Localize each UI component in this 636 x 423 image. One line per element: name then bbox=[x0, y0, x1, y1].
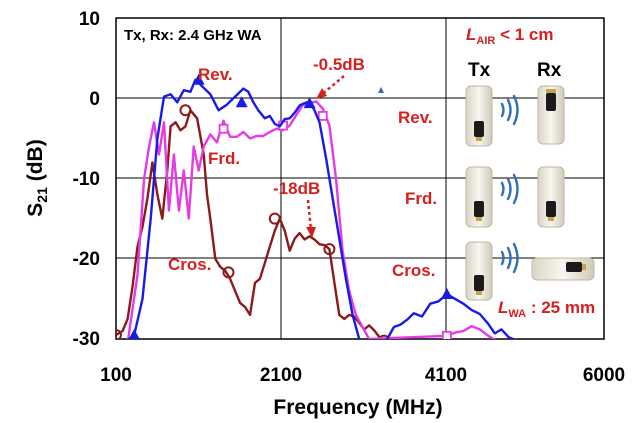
antenna-device-icon bbox=[538, 86, 564, 144]
y-tick-label: -30 bbox=[73, 329, 100, 350]
l-wa-rest: : 25 mm bbox=[526, 298, 595, 317]
antenna-device-icon bbox=[466, 167, 492, 227]
x-tick-label: 100 bbox=[100, 365, 132, 386]
y-axis-title: S21 (dB) bbox=[24, 139, 50, 216]
y-axis-title-sub: 21 bbox=[34, 187, 50, 203]
y-axis-title-unit: (dB) bbox=[24, 139, 47, 187]
y-tick-label: -10 bbox=[73, 169, 100, 190]
y-tick-label: -20 bbox=[73, 249, 100, 270]
x-tick-label: 4100 bbox=[425, 365, 467, 386]
series-marker-frd bbox=[319, 112, 327, 120]
rx-header: Rx bbox=[537, 60, 562, 81]
series-marker-frd bbox=[220, 125, 228, 133]
antenna-device-icon bbox=[466, 242, 492, 300]
cros-row-label: Cros. bbox=[392, 261, 435, 280]
antenna-device-icon bbox=[466, 86, 492, 146]
condition-label: Tx, Rx: 2.4 GHz WA bbox=[124, 27, 262, 44]
frd-row-label: Frd. bbox=[405, 189, 437, 208]
y-axis-title-s: S bbox=[24, 203, 47, 217]
tx-header: Tx bbox=[468, 60, 491, 81]
y-tick-label: 10 bbox=[79, 9, 100, 30]
minus-0-5db-label: -0.5dB bbox=[313, 55, 365, 74]
frd-curve-label: Frd. bbox=[208, 149, 240, 168]
rev-row-label: Rev. bbox=[398, 108, 433, 127]
antenna-device-icon bbox=[538, 167, 564, 227]
y-tick-label: 0 bbox=[89, 89, 100, 110]
x-axis-title: Frequency (MHz) bbox=[273, 396, 442, 419]
rev-curve-label: Rev. bbox=[198, 65, 233, 84]
l-air-l: L bbox=[466, 25, 476, 44]
l-wa-l: L bbox=[498, 298, 508, 317]
minus-18db-label: -18dB bbox=[273, 179, 320, 198]
antenna-device-icon bbox=[532, 258, 594, 280]
l-wa-sub: WA bbox=[508, 308, 526, 320]
x-tick-label: 6000 bbox=[583, 365, 625, 386]
x-tick-label: 2100 bbox=[260, 365, 302, 386]
cros-curve-label: Cros. bbox=[168, 255, 211, 274]
small-triangle-marker: ▲ bbox=[378, 85, 385, 94]
l-air-rest: < 1 cm bbox=[495, 25, 553, 44]
l-air-sub: AIR bbox=[476, 35, 495, 47]
series-marker-frd bbox=[443, 332, 451, 340]
